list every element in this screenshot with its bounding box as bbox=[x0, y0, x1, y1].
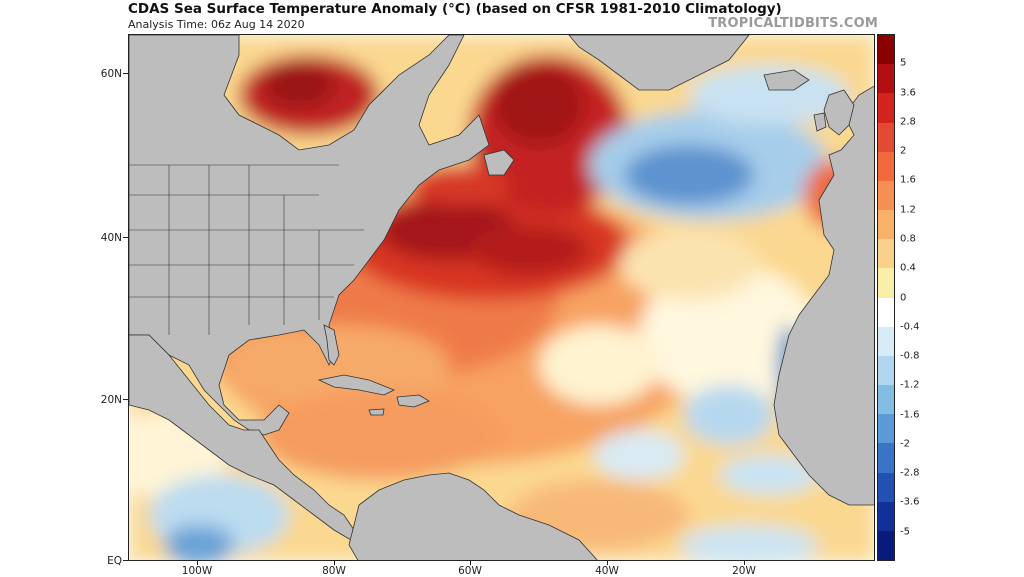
colorbar-label: -2 bbox=[900, 438, 910, 450]
analysis-time: Analysis Time: 06z Aug 14 2020 bbox=[128, 18, 305, 31]
colorbar-label: -1.6 bbox=[900, 409, 920, 421]
colorbar-segment bbox=[878, 268, 894, 298]
colorbar-label: 1.6 bbox=[900, 174, 916, 186]
land bbox=[129, 35, 874, 560]
colorbar-label: 1.2 bbox=[900, 204, 916, 216]
hispaniola-land bbox=[396, 394, 430, 408]
lon-label: 40W bbox=[595, 565, 619, 577]
colorbar-segment bbox=[878, 180, 894, 211]
colorbar bbox=[877, 34, 895, 561]
colorbar-label: -3.6 bbox=[900, 496, 920, 508]
lon-label: 80W bbox=[322, 565, 346, 577]
colorbar-label: -0.8 bbox=[900, 350, 920, 362]
watermark: TROPICALTIDBITS.COM bbox=[708, 16, 878, 31]
lat-label: EQ bbox=[107, 555, 122, 567]
colorbar-label: 3.6 bbox=[900, 87, 916, 99]
iceland-land bbox=[763, 69, 810, 91]
greenland-land bbox=[568, 35, 750, 91]
lat-tick-mark bbox=[123, 560, 128, 561]
lon-tick-mark bbox=[334, 561, 335, 565]
newfoundland-land bbox=[483, 149, 515, 176]
lat-tick-mark bbox=[123, 73, 128, 74]
lon-tick-mark bbox=[470, 561, 471, 565]
colorbar-segment bbox=[878, 210, 894, 240]
colorbar-label: -0.4 bbox=[900, 321, 920, 333]
colorbar-segment bbox=[878, 530, 894, 561]
colorbar-segment bbox=[878, 64, 894, 94]
lon-label: 20W bbox=[732, 565, 756, 577]
central-america-land bbox=[129, 334, 355, 541]
lat-tick-mark bbox=[123, 237, 128, 238]
south-america-land bbox=[348, 472, 598, 560]
colorbar-label: 5 bbox=[900, 57, 907, 69]
jamaica-land bbox=[368, 408, 385, 416]
sst-anomaly-map bbox=[128, 34, 875, 561]
colorbar-segment bbox=[878, 385, 894, 415]
colorbar-segment bbox=[878, 122, 894, 152]
lat-label: 20N bbox=[100, 394, 122, 406]
colorbar-label: 0.8 bbox=[900, 233, 916, 245]
colorbar-segment bbox=[878, 326, 894, 356]
map-title: CDAS Sea Surface Temperature Anomaly (°C… bbox=[128, 1, 782, 17]
lon-tick-mark bbox=[197, 561, 198, 565]
lon-label: 60W bbox=[458, 565, 482, 577]
lat-tick-mark bbox=[123, 399, 128, 400]
colorbar-segment bbox=[878, 443, 894, 473]
lon-tick-mark bbox=[607, 561, 608, 565]
colorbar-segment bbox=[878, 93, 894, 123]
lat-label: 40N bbox=[100, 232, 122, 244]
colorbar-segment bbox=[878, 297, 894, 327]
colorbar-segment bbox=[878, 151, 894, 181]
colorbar-segment bbox=[878, 501, 894, 531]
british-isles-land bbox=[823, 89, 855, 136]
lon-tick-mark bbox=[744, 561, 745, 565]
colorbar-label: 2.8 bbox=[900, 116, 916, 128]
ireland-land bbox=[813, 112, 827, 132]
lat-label: 60N bbox=[100, 68, 122, 80]
lon-label: 100W bbox=[181, 565, 213, 577]
colorbar-segment bbox=[878, 414, 894, 444]
colorbar-label: -1.2 bbox=[900, 379, 920, 391]
state-borders bbox=[129, 164, 364, 335]
colorbar-segment bbox=[878, 35, 894, 65]
colorbar-segment bbox=[878, 355, 894, 386]
colorbar-segment bbox=[878, 239, 894, 269]
europe-africa-land bbox=[773, 85, 874, 506]
colorbar-label: -2.8 bbox=[900, 467, 920, 479]
cuba-land bbox=[317, 374, 395, 396]
colorbar-segment bbox=[878, 472, 894, 502]
colorbar-label: -5 bbox=[900, 526, 910, 538]
florida-land bbox=[323, 324, 340, 366]
colorbar-label: 0 bbox=[900, 292, 907, 303]
colorbar-label: 0.4 bbox=[900, 262, 916, 274]
colorbar-label: 2 bbox=[900, 145, 907, 157]
